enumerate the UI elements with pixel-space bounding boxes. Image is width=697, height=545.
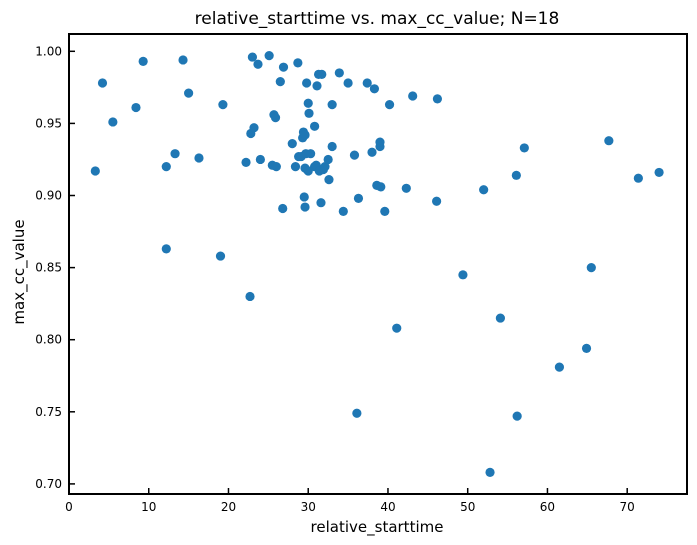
- x-tick-label: 50: [460, 500, 475, 514]
- data-point: [287, 138, 297, 149]
- x-axis-label: relative_starttime: [311, 518, 444, 537]
- plot-area: [68, 33, 688, 495]
- data-point: [215, 251, 226, 261]
- data-point: [302, 78, 312, 88]
- data-point: [184, 88, 194, 98]
- data-point: [519, 143, 529, 153]
- data-point: [310, 121, 320, 131]
- data-point: [293, 58, 303, 68]
- data-point: [131, 102, 141, 113]
- data-point: [299, 192, 309, 202]
- data-point: [320, 162, 330, 172]
- data-point: [343, 78, 353, 88]
- y-tick-label: 0.70: [35, 477, 62, 491]
- y-tick-label: 1.00: [35, 44, 62, 58]
- data-point: [97, 78, 108, 88]
- data-point: [170, 149, 180, 159]
- data-point: [264, 51, 274, 61]
- data-point: [401, 183, 411, 193]
- data-point: [392, 323, 402, 333]
- data-point: [306, 149, 316, 159]
- data-point: [512, 411, 522, 421]
- data-point: [586, 263, 596, 273]
- data-point: [375, 137, 385, 147]
- x-tick-label: 10: [141, 500, 156, 514]
- data-point: [290, 162, 301, 172]
- data-point: [633, 173, 643, 183]
- data-point: [255, 154, 265, 165]
- data-point: [327, 141, 337, 152]
- data-point: [408, 91, 418, 101]
- data-point: [581, 343, 592, 353]
- data-point: [303, 98, 313, 108]
- data-point: [253, 59, 263, 69]
- data-point: [495, 313, 505, 323]
- data-point: [349, 150, 360, 160]
- data-point: [352, 408, 362, 418]
- data-point: [334, 68, 344, 78]
- data-point: [432, 196, 442, 206]
- x-tick-label: 20: [221, 500, 236, 514]
- data-point: [432, 94, 443, 104]
- data-point: [324, 175, 334, 185]
- data-point: [138, 56, 148, 66]
- data-point: [511, 170, 521, 180]
- y-tick-label: 0.85: [35, 261, 62, 275]
- data-point: [108, 117, 118, 127]
- data-point: [194, 153, 204, 163]
- data-points: [90, 51, 664, 477]
- data-point: [554, 362, 565, 372]
- data-point: [161, 162, 171, 172]
- y-tick-label: 0.80: [35, 333, 62, 347]
- data-point: [327, 100, 337, 110]
- y-tick-label: 0.75: [35, 405, 62, 419]
- data-point: [270, 113, 281, 123]
- data-point: [316, 198, 326, 208]
- data-point: [278, 203, 288, 214]
- data-point: [376, 182, 386, 192]
- x-tick-label: 60: [540, 500, 555, 514]
- data-point: [338, 206, 348, 216]
- x-tick-label: 70: [620, 500, 635, 514]
- data-point: [300, 202, 310, 212]
- y-axis-label: max_cc_value: [10, 219, 29, 324]
- plot-frame: [68, 33, 688, 495]
- y-tick-label: 0.95: [35, 116, 62, 130]
- data-point: [300, 130, 310, 140]
- data-point: [317, 69, 327, 79]
- y-tick-label: 0.90: [35, 189, 62, 203]
- data-point: [275, 76, 285, 87]
- data-point: [178, 55, 188, 65]
- data-point: [218, 100, 228, 110]
- data-point: [458, 270, 468, 280]
- data-point: [353, 193, 364, 203]
- data-point: [369, 84, 380, 94]
- data-point: [604, 136, 614, 146]
- data-point: [271, 162, 281, 172]
- data-point: [249, 123, 259, 133]
- chart-title: relative_starttime vs. max_cc_value; N=1…: [195, 9, 560, 29]
- data-point: [479, 185, 489, 195]
- x-tick-label: 30: [301, 500, 316, 514]
- data-point: [245, 291, 255, 302]
- data-point: [90, 166, 100, 176]
- data-point: [384, 100, 395, 110]
- data-point: [367, 147, 377, 157]
- data-point: [362, 78, 372, 88]
- data-point: [654, 167, 664, 178]
- x-tick-label: 0: [65, 500, 73, 514]
- data-point: [161, 244, 171, 254]
- y-axis-ticks: 0.70 0.75 0.80 0.85 0.90 0.95 1.00: [35, 44, 75, 491]
- x-axis-ticks: 0 10 20 30 40 50 60 70: [65, 488, 635, 514]
- x-tick-label: 40: [380, 500, 395, 514]
- data-point: [485, 467, 495, 477]
- data-point: [247, 52, 258, 62]
- data-point: [380, 206, 390, 216]
- data-point: [241, 157, 251, 167]
- data-point: [312, 81, 322, 91]
- data-point: [278, 62, 289, 72]
- data-point: [323, 154, 333, 165]
- data-point: [304, 108, 314, 118]
